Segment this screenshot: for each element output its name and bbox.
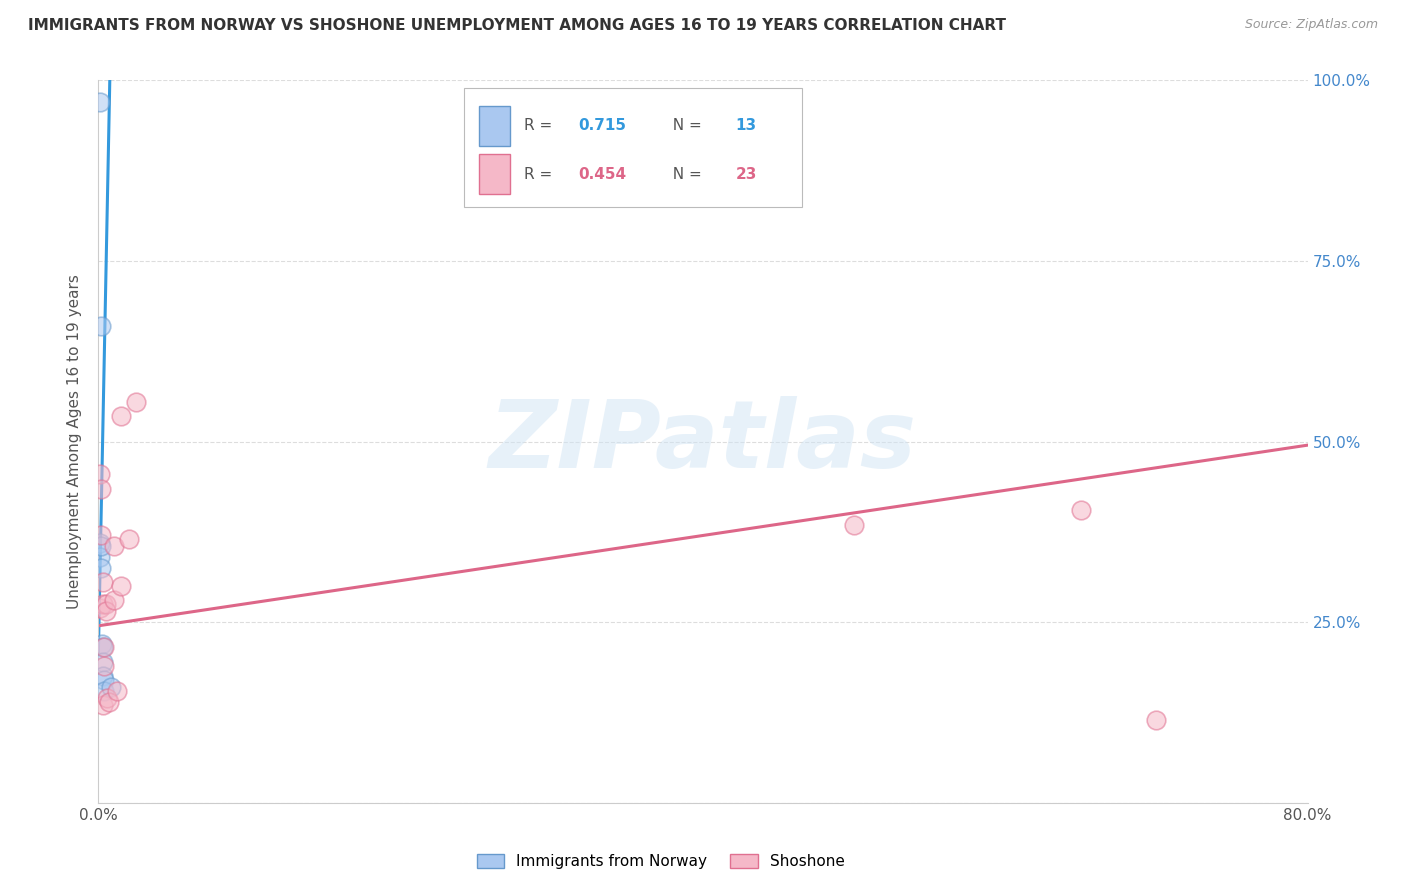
Point xyxy=(89,535,111,549)
Text: N =: N = xyxy=(664,167,707,182)
Point xyxy=(93,658,115,673)
Point xyxy=(98,695,121,709)
Point xyxy=(94,597,117,611)
Text: R =: R = xyxy=(524,167,557,182)
Text: IMMIGRANTS FROM NORWAY VS SHOSHONE UNEMPLOYMENT AMONG AGES 16 TO 19 YEARS CORREL: IMMIGRANTS FROM NORWAY VS SHOSHONE UNEMP… xyxy=(28,18,1007,33)
Point xyxy=(91,575,114,590)
Point xyxy=(93,683,115,698)
Point xyxy=(90,318,112,333)
Point xyxy=(100,680,122,694)
Text: 0.454: 0.454 xyxy=(578,167,627,182)
Point xyxy=(91,669,114,683)
Point xyxy=(91,698,114,713)
Point xyxy=(844,517,866,532)
Text: R =: R = xyxy=(524,119,557,133)
FancyBboxPatch shape xyxy=(479,154,509,194)
FancyBboxPatch shape xyxy=(464,87,803,207)
Point xyxy=(91,597,114,611)
Point xyxy=(103,539,125,553)
Point xyxy=(91,637,114,651)
FancyBboxPatch shape xyxy=(479,106,509,145)
Point xyxy=(125,394,148,409)
Point xyxy=(103,593,125,607)
Point xyxy=(110,409,132,424)
Text: ZIPatlas: ZIPatlas xyxy=(489,395,917,488)
Legend: Immigrants from Norway, Shoshone: Immigrants from Norway, Shoshone xyxy=(471,848,851,875)
Point xyxy=(90,482,112,496)
Point xyxy=(96,691,118,706)
Text: 13: 13 xyxy=(735,119,756,133)
Point xyxy=(91,655,114,669)
Point xyxy=(93,640,115,655)
Text: Source: ZipAtlas.com: Source: ZipAtlas.com xyxy=(1244,18,1378,31)
Point xyxy=(118,532,141,546)
Point xyxy=(1144,713,1167,727)
Point xyxy=(105,683,128,698)
Point xyxy=(1070,503,1092,517)
Point xyxy=(94,604,117,618)
Point xyxy=(90,539,112,553)
Y-axis label: Unemployment Among Ages 16 to 19 years: Unemployment Among Ages 16 to 19 years xyxy=(67,274,83,609)
Point xyxy=(90,528,112,542)
Point xyxy=(89,467,111,481)
Text: N =: N = xyxy=(664,119,707,133)
Point xyxy=(93,673,115,687)
Point xyxy=(89,95,111,109)
Point xyxy=(91,640,114,655)
Point xyxy=(89,600,111,615)
Text: 0.715: 0.715 xyxy=(578,119,627,133)
Point xyxy=(90,561,112,575)
Text: 23: 23 xyxy=(735,167,756,182)
Point xyxy=(110,579,132,593)
Point xyxy=(89,550,111,565)
